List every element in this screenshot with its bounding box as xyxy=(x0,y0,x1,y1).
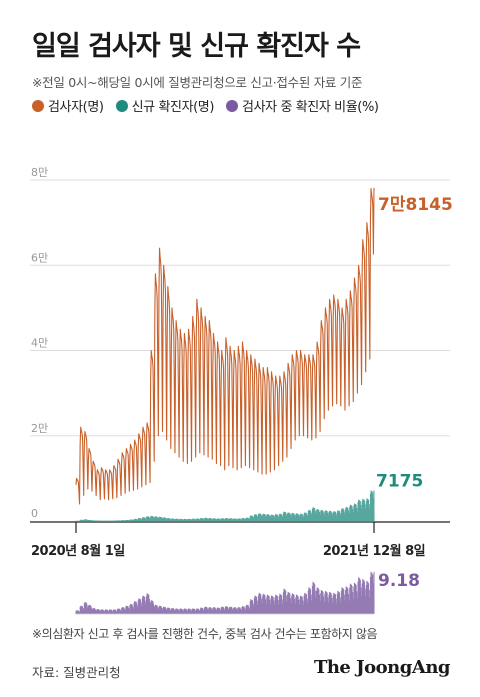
legend-dot-tests-icon xyxy=(32,99,44,112)
chart-subtitle: ※전일 0시~해당일 0시에 질병관리청으로 신고·접수된 자료 기준 xyxy=(32,75,363,90)
y-tick-label: 2만 xyxy=(31,422,48,435)
page-title: 일일 검사자 및 신규 확진자 수 xyxy=(32,31,361,62)
tests-last-value-label: 7만8145 xyxy=(378,195,453,215)
y-tick-label: 8만 xyxy=(31,166,48,179)
y-tick-labels: 0 2만 4만 6만 8만 xyxy=(31,166,48,520)
legend-item-cases: 신규 확진자(명) xyxy=(115,96,215,115)
legend-label-cases: 신규 확진자(명) xyxy=(131,100,215,115)
source-text: 자료: 질병관리청 xyxy=(32,665,121,680)
y-tick-label: 4만 xyxy=(31,337,48,350)
legend-item-rate: 검사자 중 확진자 비율(%) xyxy=(226,96,379,115)
legend-label-tests: 검사자(명) xyxy=(48,100,104,115)
rate-last-value-label: 9.18 xyxy=(378,571,420,591)
legend-item-tests: 검사자(명) xyxy=(32,96,104,115)
rate-series-bars xyxy=(75,571,375,614)
x-tick-label-end: 2021년 12월 8일 xyxy=(323,543,425,559)
brand-logo: The JoongAng xyxy=(313,657,451,678)
legend-dot-cases-icon xyxy=(115,99,128,112)
tests-series-line xyxy=(75,187,375,505)
y-tick-label: 0 xyxy=(31,507,38,520)
y-tick-label: 6만 xyxy=(31,251,48,264)
legend: 검사자(명) 신규 확진자(명) 검사자 중 확진자 비율(%) xyxy=(32,96,379,115)
cases-last-value-label: 7175 xyxy=(376,471,423,491)
legend-label-rate: 검사자 중 확진자 비율(%) xyxy=(242,100,379,115)
cases-series-bars xyxy=(75,490,375,521)
legend-dot-rate-icon xyxy=(226,99,239,112)
footnote: ※의심환자 신고 후 검사를 진행한 건수, 중복 검사 건수는 포함하지 않음 xyxy=(32,627,378,641)
y-grid xyxy=(30,179,450,437)
x-tick-label-start: 2020년 8월 1일 xyxy=(31,543,125,559)
